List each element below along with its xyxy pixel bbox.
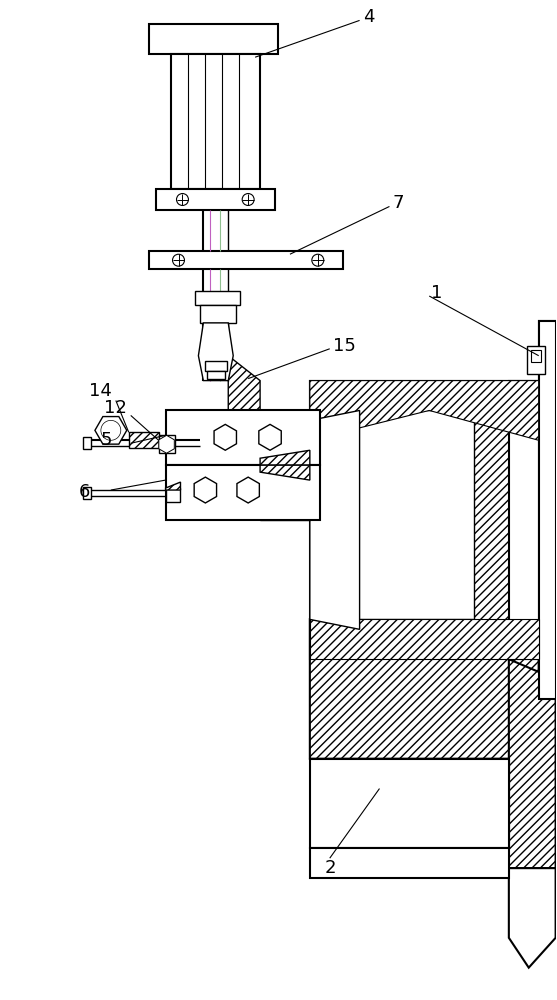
Polygon shape [260, 410, 310, 465]
Bar [165, 488, 180, 502]
Polygon shape [310, 410, 360, 629]
Text: 1: 1 [431, 284, 443, 302]
Text: 4: 4 [363, 8, 374, 26]
Polygon shape [259, 424, 281, 450]
Bar [155, 189, 275, 210]
Polygon shape [260, 450, 310, 465]
Polygon shape [237, 477, 260, 503]
Bar [83, 437, 91, 449]
Text: 12: 12 [104, 399, 127, 417]
Bar [509, 381, 539, 659]
Polygon shape [310, 381, 539, 440]
Bar [207, 371, 225, 379]
Polygon shape [260, 465, 310, 520]
Text: 14: 14 [89, 382, 112, 400]
Bar [310, 759, 509, 848]
Bar [206, 361, 227, 371]
Circle shape [101, 420, 121, 440]
Polygon shape [360, 381, 539, 659]
Bar [83, 487, 91, 499]
Circle shape [312, 254, 324, 266]
Polygon shape [198, 323, 233, 381]
Bar [170, 54, 260, 189]
Polygon shape [310, 619, 539, 659]
Bar [531, 350, 541, 362]
Bar [129, 432, 159, 448]
Polygon shape [310, 759, 509, 848]
Circle shape [242, 194, 254, 205]
Bar [527, 346, 545, 374]
Polygon shape [539, 321, 556, 699]
Text: 5: 5 [101, 431, 113, 449]
Text: 15: 15 [333, 337, 355, 355]
Polygon shape [159, 435, 174, 453]
Polygon shape [310, 619, 539, 759]
Polygon shape [95, 417, 127, 444]
Bar [539, 321, 556, 699]
Bar [310, 381, 539, 410]
Polygon shape [310, 381, 539, 659]
Bar [196, 291, 240, 305]
Bar [310, 410, 474, 619]
Bar [201, 305, 236, 323]
Polygon shape [509, 659, 556, 868]
Bar [149, 251, 343, 269]
Bar [165, 410, 320, 465]
Bar [310, 848, 509, 878]
Text: 6: 6 [79, 483, 90, 501]
Bar [165, 465, 320, 520]
Text: 2: 2 [325, 859, 336, 877]
Circle shape [173, 254, 184, 266]
Polygon shape [194, 477, 217, 503]
Circle shape [177, 194, 188, 205]
Bar [149, 24, 278, 54]
Polygon shape [214, 424, 237, 450]
Polygon shape [228, 356, 260, 410]
Bar [159, 435, 174, 453]
Text: 7: 7 [393, 194, 404, 212]
Polygon shape [165, 482, 180, 490]
Polygon shape [509, 868, 556, 968]
Polygon shape [260, 465, 310, 480]
